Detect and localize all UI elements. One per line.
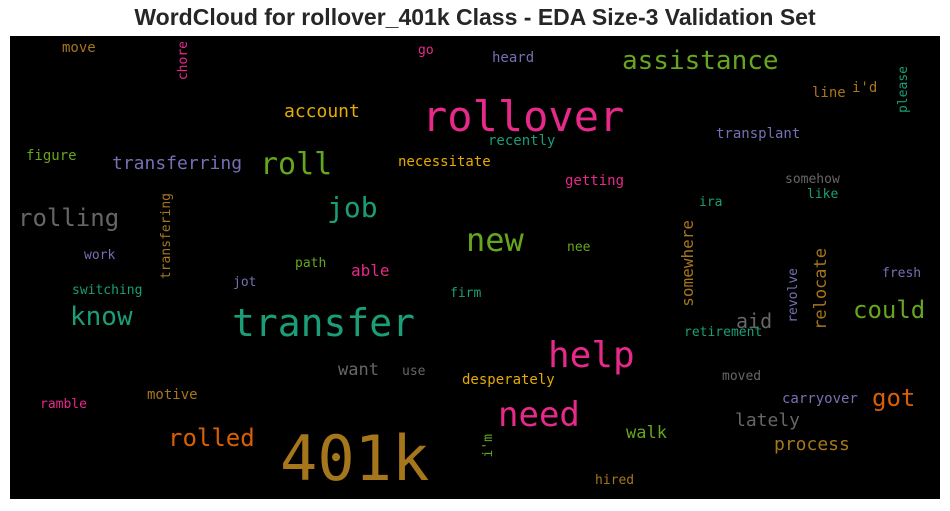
word-path: path	[295, 256, 327, 271]
word-know: know	[70, 302, 133, 332]
word-ira: ira	[699, 195, 723, 210]
word-desperately: desperately	[462, 372, 555, 388]
word-move: move	[62, 40, 96, 56]
word-rollover: rollover	[422, 92, 625, 141]
word-lately: lately	[735, 410, 801, 431]
word-use: use	[402, 364, 426, 379]
word-please: please	[896, 66, 911, 113]
word-account: account	[284, 101, 360, 122]
word-help: help	[548, 335, 635, 376]
word-carryover: carryover	[782, 391, 858, 407]
word-aid: aid	[736, 309, 773, 333]
word-transfering: transfering	[159, 193, 174, 280]
word-assistance: assistance	[622, 46, 779, 76]
word-want: want	[338, 360, 379, 380]
word-necessitate: necessitate	[398, 154, 491, 170]
chart-title: WordCloud for rollover_401k Class - EDA …	[134, 4, 816, 30]
word-somewhere: somewhere	[678, 220, 697, 307]
word-ramble: ramble	[40, 397, 87, 412]
word-rolling: rolling	[18, 204, 120, 232]
word-somehow: somehow	[785, 172, 840, 187]
word-job: job	[327, 191, 378, 224]
word-roll: roll	[260, 147, 333, 182]
word-relocate: relocate	[811, 248, 831, 330]
word-motive: motive	[147, 387, 198, 403]
word-cloud: 401k transfer rollover help need new roll job as…	[10, 36, 940, 499]
word-hired: hired	[595, 473, 635, 488]
word-switching: switching	[72, 283, 143, 298]
word-i-m: i'm	[481, 434, 496, 458]
word-figure: figure	[26, 148, 77, 164]
word-retirement: retirement	[684, 325, 763, 340]
word-transplant: transplant	[716, 126, 801, 142]
word-process: process	[774, 434, 850, 455]
word-work: work	[84, 248, 116, 263]
word-recently: recently	[488, 133, 556, 149]
word-need: need	[498, 395, 580, 435]
word-rolled: rolled	[168, 424, 255, 452]
word-401k: 401k	[280, 422, 430, 495]
word-able: able	[351, 261, 390, 280]
word-firm: firm	[450, 286, 482, 301]
word-nee: nee	[567, 240, 591, 255]
word-line: line	[812, 85, 846, 101]
word-walk: walk	[626, 423, 667, 443]
word-heard: heard	[492, 50, 535, 66]
word-could: could	[853, 296, 926, 324]
word-jot: jot	[233, 275, 257, 290]
word-like: like	[807, 187, 839, 202]
word-moved: moved	[722, 369, 762, 384]
word-transferring: transferring	[112, 153, 243, 174]
word-new: new	[466, 221, 524, 259]
word-revolve: revolve	[786, 268, 801, 323]
word-getting: getting	[565, 173, 625, 189]
word-chore: chore	[176, 41, 191, 81]
word-go: go	[418, 43, 434, 58]
word-i-d: i'd	[852, 80, 878, 96]
word-transfer: transfer	[232, 301, 416, 345]
word-got: got	[872, 384, 916, 412]
word-fresh: fresh	[882, 266, 922, 281]
